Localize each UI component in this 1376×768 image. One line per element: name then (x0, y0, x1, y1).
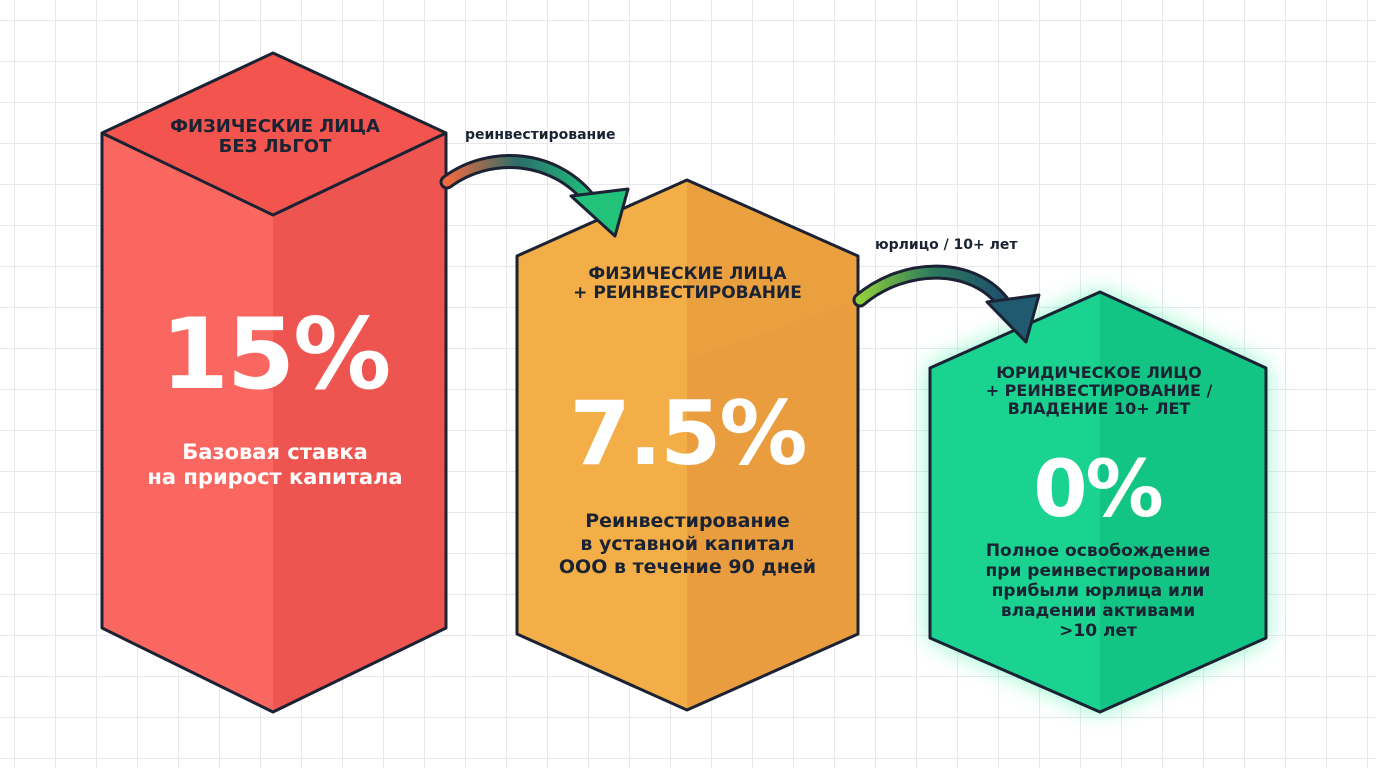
arrow-reinvestment (439, 153, 630, 238)
arrow-label-legal-entity: юрлицо / 10+ лет (875, 237, 1018, 253)
arrow1-head (569, 187, 630, 238)
block1-header-line1: ФИЗИЧЕСКИЕ ЛИЦА (170, 116, 380, 137)
arrow-legal-entity (852, 264, 1041, 344)
block3-left-face (930, 292, 1100, 712)
block3-desc-line5: >10 лет (1059, 620, 1137, 641)
block3-header: ЮРИДИЧЕСКОЕ ЛИЦО + РЕИНВЕСТИРОВАНИЕ / ВЛ… (940, 364, 1258, 418)
block2-rate: 7.5% (569, 382, 807, 485)
block3-header-line2: + РЕИНВЕСТИРОВАНИЕ / (985, 380, 1213, 400)
block1-outline (100, 51, 448, 714)
block3-header-line1: ЮРИДИЧЕСКОЕ ЛИЦО (996, 363, 1202, 382)
block2-description: Реинвестирование в уставной капитал ООО … (525, 510, 850, 578)
block3-right-face (1100, 292, 1266, 712)
block3-outline (928, 290, 1268, 714)
block3-desc-line2: при реинвестировании (985, 560, 1211, 581)
block3-description: Полное освобождение при реинвестировании… (938, 541, 1258, 641)
block2-left-face (517, 180, 687, 710)
block1-desc-line1: Базовая ставка (182, 440, 368, 464)
block1-left-face (102, 133, 273, 712)
block2-desc-line3: ООО в течение 90 дней (558, 555, 817, 578)
block1-rate: 15% (160, 298, 392, 412)
arrow-label-reinvestment: реинвестирование (465, 127, 616, 143)
block1-right-face (273, 133, 446, 712)
block-individuals-reinvestment (515, 178, 860, 712)
block2-header-line2: + РЕИНВЕСТИРОВАНИЕ (573, 283, 802, 304)
block3-desc-line1: Полное освобождение (985, 541, 1211, 561)
block1-edge-lines (101, 131, 447, 217)
block3-header-line3: ВЛАДЕНИЕ 10+ ЛЕТ (1007, 398, 1191, 418)
block3-desc-line4: владении активами (1000, 600, 1196, 621)
block1-header-line2: БЕЗ ЛЬГОТ (218, 136, 332, 158)
arrow2-head (985, 293, 1041, 344)
block3-desc-line3: прибыли юрлица или (991, 580, 1205, 601)
block2-desc-line2: в уставной капитал (580, 532, 795, 555)
block-legal-entity (928, 290, 1268, 714)
block-individuals-no-benefits (100, 51, 448, 714)
block3-rate: 0% (1033, 445, 1163, 535)
block2-header-line1: ФИЗИЧЕСКИЕ ЛИЦА (588, 264, 787, 284)
block2-desc-line1: Реинвестирование (585, 510, 790, 532)
block2-header: ФИЗИЧЕСКИЕ ЛИЦА + РЕИНВЕСТИРОВАНИЕ (530, 264, 845, 304)
block1-desc-line2: на прирост капитала (147, 465, 403, 490)
block2-outline (515, 178, 860, 712)
block1-description: Базовая ставка на прирост капитала (110, 440, 440, 490)
block1-header: ФИЗИЧЕСКИЕ ЛИЦА БЕЗ ЛЬГОТ (130, 116, 420, 158)
block2-shade (687, 300, 858, 710)
